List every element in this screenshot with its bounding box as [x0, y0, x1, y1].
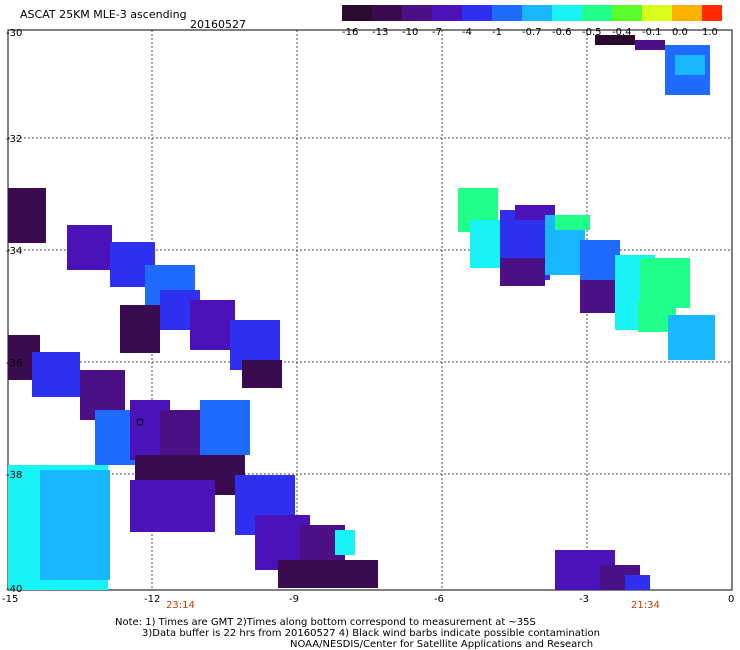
- y-tick-38: -38: [6, 470, 22, 481]
- colorbar-swatch-1: [342, 5, 372, 21]
- x-tick--3: -3: [579, 594, 589, 605]
- patch: [625, 575, 650, 590]
- colorbar-label-11: -0.1: [642, 27, 662, 38]
- x-tick--6: -6: [434, 594, 444, 605]
- patch: [67, 225, 112, 270]
- colorbar-swatch-11: [642, 5, 672, 21]
- y-tick-36: -36: [6, 358, 22, 369]
- colorbar-label-8: -0.6: [552, 27, 572, 38]
- patch: [555, 215, 590, 230]
- axis-labels: -30 -32 -34 -36 -38 -40 -15 -12 -9 -6 -3…: [2, 28, 734, 611]
- colorbar-label-2: -13: [372, 27, 388, 38]
- x-tick--9: -9: [289, 594, 299, 605]
- time-label-2: 21:34: [631, 600, 660, 611]
- x-tick--12: -12: [144, 594, 160, 605]
- patch: [40, 470, 110, 580]
- patch: [580, 280, 620, 313]
- time-label-1: 23:14: [166, 600, 195, 611]
- colorbar-label-3: -10: [402, 27, 418, 38]
- patch: [190, 300, 235, 350]
- colorbar-swatch-6: [492, 5, 522, 21]
- patch: [242, 360, 282, 388]
- colorbar-swatch-2: [372, 5, 402, 21]
- patch: [278, 560, 378, 588]
- patch: [130, 480, 215, 532]
- y-tick-34: -34: [6, 246, 22, 257]
- swath-patches: [8, 35, 715, 590]
- patch: [120, 305, 160, 353]
- patch: [635, 40, 665, 50]
- colorbar-labels: -16 -13 -10 -7 -4 -1 -0.7 -0.6 -0.5 -0.4…: [342, 27, 718, 38]
- plot-frame: [7, 29, 733, 591]
- y-tick-32: -32: [6, 134, 22, 145]
- note-line-1: Note: 1) Times are GMT 2)Times along bot…: [115, 617, 536, 628]
- patch: [500, 258, 545, 286]
- colorbar-swatch-5: [462, 5, 492, 21]
- colorbar-swatch-12: [672, 5, 702, 21]
- colorbar-swatches: [342, 5, 722, 21]
- page-title: ASCAT 25KM MLE-3 ascending: [20, 8, 187, 21]
- y-tick-40: -40: [6, 584, 22, 595]
- station-marker-icon: [136, 418, 144, 426]
- note-line-2: 3)Data buffer is 22 hrs from 20160527 4)…: [142, 628, 600, 639]
- patch: [8, 188, 46, 243]
- colorbar-swatch-9: [582, 5, 612, 21]
- colorbar-swatch-8: [552, 5, 582, 21]
- note-line-3: NOAA/NESDIS/Center for Satellite Applica…: [290, 639, 594, 650]
- patch: [668, 315, 715, 360]
- colorbar-label-7: -0.7: [522, 27, 542, 38]
- colorbar-label-4: -7: [432, 27, 442, 38]
- colorbar-swatch-10: [612, 5, 642, 21]
- patch: [675, 55, 705, 75]
- colorbar-label-10: -0.4: [612, 27, 632, 38]
- colorbar-swatch-7: [522, 5, 552, 21]
- colorbar-svg: -16 -13 -10 -7 -4 -1 -0.7 -0.6 -0.5 -0.4…: [342, 5, 722, 38]
- patch: [595, 35, 635, 45]
- colorbar-label-5: -4: [462, 27, 472, 38]
- colorbar-label-12: 0.0: [672, 27, 688, 38]
- colorbar-swatch-3: [402, 5, 432, 21]
- patch: [335, 530, 355, 555]
- colorbar-label-9: -0.5: [582, 27, 602, 38]
- colorbar-swatch-13: [702, 5, 722, 21]
- colorbar-label-1: -16: [342, 27, 358, 38]
- y-tick-30: -30: [6, 28, 22, 39]
- date-label: 20160527: [190, 18, 246, 31]
- patch: [640, 258, 690, 308]
- colorbar-label-13: 1.0: [702, 27, 718, 38]
- x-tick-0: 0: [728, 594, 734, 605]
- colorbar-label-6: -1: [492, 27, 502, 38]
- colorbar: -16 -13 -10 -7 -4 -1 -0.7 -0.6 -0.5 -0.4…: [342, 5, 727, 43]
- patch: [200, 400, 250, 455]
- x-tick--15: -15: [2, 594, 18, 605]
- patch: [32, 352, 80, 397]
- colorbar-swatch-4: [432, 5, 462, 21]
